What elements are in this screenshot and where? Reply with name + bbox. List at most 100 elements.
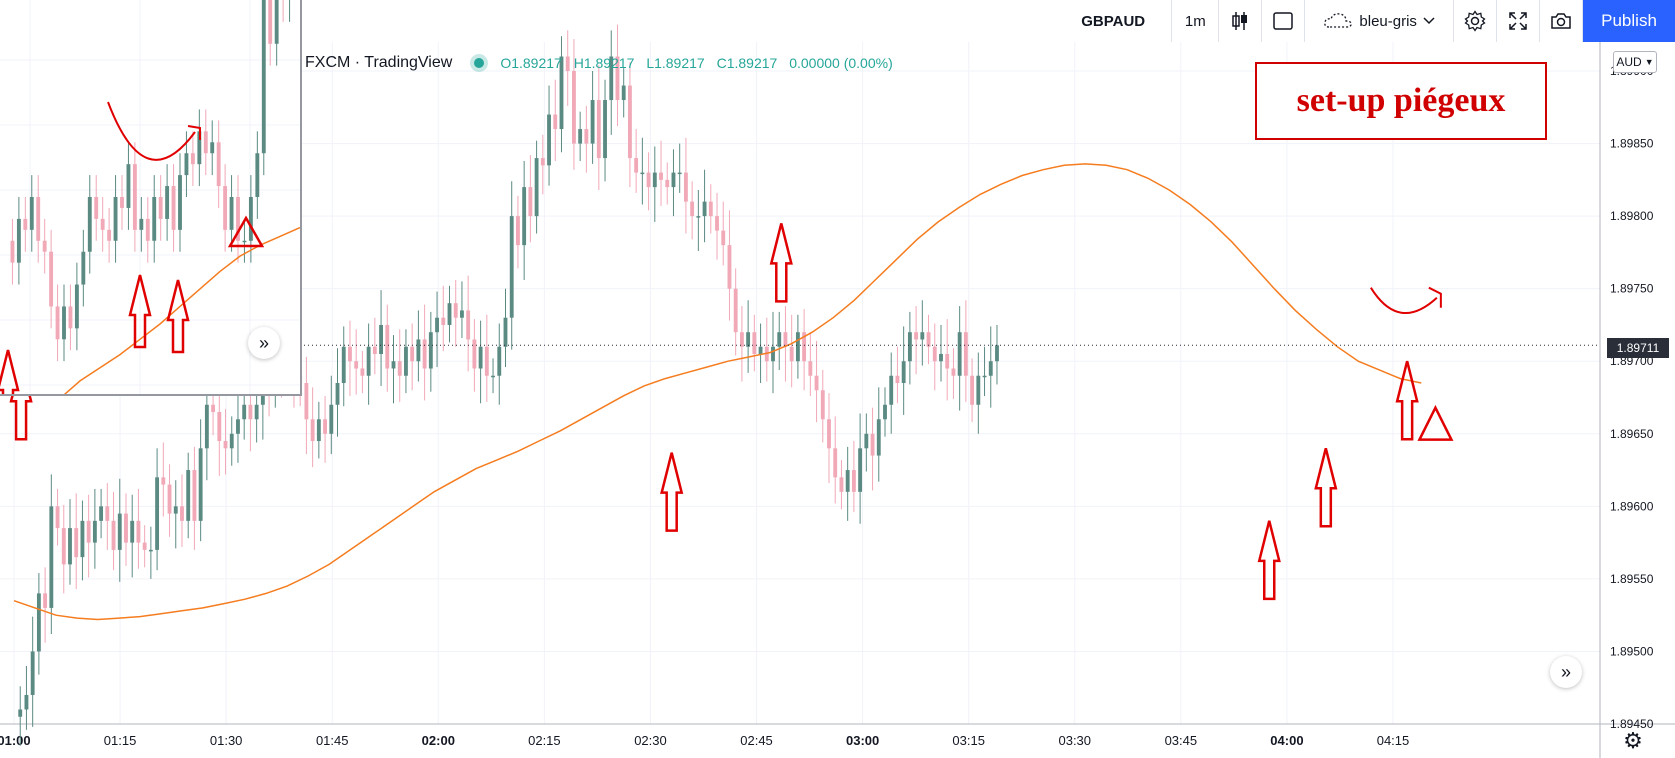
- candle: [883, 387, 887, 437]
- inset-up-arrow: [166, 279, 190, 354]
- inset-candle-body: [113, 197, 118, 241]
- settings-button[interactable]: [1454, 0, 1498, 42]
- candle-body: [148, 549, 153, 552]
- inset-candle-body: [268, 0, 273, 44]
- currency-label: AUD: [1616, 55, 1642, 69]
- time-tick-label: 03:30: [1058, 733, 1091, 748]
- candle-body: [665, 179, 670, 188]
- candle: [659, 140, 663, 206]
- inset-candle-body: [139, 218, 144, 230]
- candle: [907, 311, 912, 385]
- interval-button[interactable]: 1m: [1172, 0, 1220, 42]
- candle-body: [329, 404, 334, 434]
- candle: [484, 314, 489, 402]
- inset-candle-body: [236, 197, 240, 241]
- inset-candle: [74, 262, 79, 351]
- candle-body: [422, 339, 427, 369]
- candle: [385, 304, 390, 392]
- candle: [49, 474, 54, 635]
- candle-body: [18, 709, 23, 717]
- candle: [447, 285, 452, 343]
- candle: [534, 140, 539, 234]
- candle-body: [117, 513, 122, 550]
- candle-body: [49, 506, 54, 608]
- candle-body: [341, 346, 346, 383]
- inset-candle: [87, 175, 92, 274]
- snapshot-button[interactable]: [1540, 0, 1584, 42]
- candle: [982, 346, 987, 397]
- candle-body: [161, 477, 166, 485]
- candle-body: [870, 433, 875, 456]
- market-status-dot[interactable]: [474, 58, 485, 68]
- candle: [553, 79, 558, 161]
- candle: [329, 375, 334, 455]
- candle-body: [715, 216, 719, 231]
- drawing-rectangle-button[interactable]: [1262, 0, 1306, 42]
- candle: [497, 323, 502, 405]
- candle: [876, 387, 881, 482]
- candle-body: [86, 520, 91, 543]
- inset-candle: [23, 197, 28, 252]
- candle: [229, 416, 234, 466]
- inset-candle: [113, 175, 118, 263]
- candle: [901, 326, 906, 415]
- candle-body: [304, 383, 309, 420]
- candle-body: [758, 346, 763, 354]
- time-tick-label: 01:45: [316, 733, 349, 748]
- inset-candle-body: [74, 284, 79, 329]
- candle-body: [372, 346, 377, 354]
- chart-type-button[interactable]: [1219, 0, 1263, 42]
- axis-settings-button[interactable]: ⚙: [1618, 726, 1648, 756]
- candle: [36, 573, 41, 675]
- template-dropdown[interactable]: bleu-gris: [1305, 0, 1454, 42]
- inset-candle-body: [16, 218, 21, 263]
- candle-body: [522, 187, 527, 246]
- candle-body: [789, 346, 794, 362]
- candle-body: [578, 129, 583, 144]
- publish-button[interactable]: Publish: [1583, 0, 1675, 42]
- candle: [397, 329, 402, 402]
- annotation-up-arrow: [1395, 360, 1419, 441]
- fullscreen-button[interactable]: [1497, 0, 1541, 42]
- candle-body: [534, 158, 539, 217]
- candle: [410, 323, 415, 391]
- candle-body: [453, 303, 458, 318]
- inset-candle: [16, 197, 21, 285]
- candle: [939, 324, 943, 382]
- candles-icon: [1232, 12, 1248, 30]
- candle-body: [192, 470, 197, 521]
- candle: [621, 68, 626, 118]
- candle: [752, 314, 757, 372]
- candle: [758, 323, 763, 383]
- time-tick-label: 04:15: [1377, 733, 1410, 748]
- candle: [976, 352, 981, 434]
- candle-body: [254, 404, 259, 420]
- candle: [995, 324, 999, 385]
- inset-candle-body: [68, 306, 73, 329]
- price-tick-label: 1.89600: [1610, 499, 1654, 513]
- candle: [341, 326, 346, 407]
- scroll-to-latest-button[interactable]: »: [1550, 656, 1582, 688]
- symbol-button[interactable]: GBPAUD: [1055, 0, 1173, 42]
- inset-candle: [100, 197, 105, 252]
- candle-body: [783, 332, 788, 347]
- last-price-label: 1.89711: [1607, 338, 1669, 358]
- candle: [721, 201, 726, 266]
- annotation-curve: [1370, 287, 1438, 314]
- inset-candle-body: [158, 197, 163, 219]
- candle: [715, 192, 719, 260]
- candle-body: [914, 332, 919, 340]
- inset-candle-body: [10, 240, 15, 263]
- candle: [739, 306, 744, 382]
- annotation-title-box: set-up piégeux: [1255, 62, 1547, 140]
- inset-candle: [132, 142, 137, 252]
- candle: [677, 143, 682, 193]
- legend-ohlc: O1.89217 H1.89217 L1.89217 C1.89217 0.00…: [500, 55, 900, 71]
- candle: [802, 308, 807, 391]
- gear-icon: ⚙: [1623, 728, 1643, 753]
- inset-scroll-to-latest-button[interactable]: »: [248, 327, 280, 359]
- legend-high: H1.89217: [573, 55, 635, 71]
- candle: [142, 525, 147, 568]
- interval-label: 1m: [1184, 12, 1206, 30]
- currency-selector[interactable]: AUD ▼: [1613, 51, 1657, 73]
